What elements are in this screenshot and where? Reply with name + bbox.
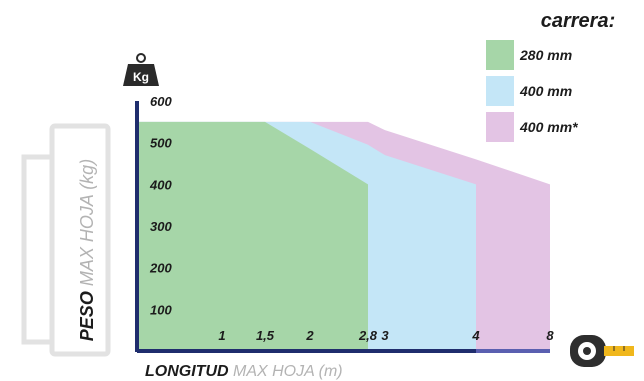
legend: carrera: 280 mm 400 mm 400 mm* bbox=[486, 10, 615, 142]
area-series-1 bbox=[139, 121, 368, 351]
legend-swatch bbox=[486, 112, 514, 142]
x-tick-label: 8 bbox=[546, 328, 554, 343]
legend-label: 400 mm bbox=[519, 83, 572, 99]
x-tick-label: 2,8 bbox=[358, 328, 378, 343]
y-tick-label: 600 bbox=[150, 94, 172, 109]
x-axis-label: LONGITUD MAX HOJA (m) bbox=[145, 363, 343, 380]
legend-swatch bbox=[486, 76, 514, 106]
svg-text:Kg: Kg bbox=[133, 70, 149, 84]
tape-measure-icon bbox=[570, 335, 634, 367]
y-tick-label: 400 bbox=[149, 177, 172, 192]
y-tick-label: 200 bbox=[149, 261, 172, 276]
legend-title: carrera: bbox=[541, 10, 616, 32]
decorative-weight-block bbox=[21, 123, 111, 357]
x-tick-labels: 1 1,5 2 2,8 3 4 8 bbox=[218, 328, 554, 343]
x-tick-label: 1,5 bbox=[256, 328, 275, 343]
series-areas bbox=[139, 121, 550, 351]
x-tick-label: 1 bbox=[218, 328, 225, 343]
weight-icon: Kg bbox=[123, 53, 159, 86]
y-tick-label: 300 bbox=[150, 219, 172, 234]
x-tick-label: 3 bbox=[381, 328, 389, 343]
x-tick-label: 4 bbox=[471, 328, 480, 343]
y-tick-label: 500 bbox=[150, 136, 172, 151]
y-axis-label: PESO MAX HOJA (kg) bbox=[77, 159, 97, 341]
legend-label: 280 mm bbox=[519, 47, 572, 63]
y-tick-labels: 100 200 300 400 500 600 bbox=[149, 94, 172, 317]
legend-label: 400 mm* bbox=[519, 119, 578, 135]
x-tick-label: 2 bbox=[305, 328, 314, 343]
y-tick-label: 100 bbox=[150, 302, 172, 317]
legend-swatch bbox=[486, 40, 514, 70]
